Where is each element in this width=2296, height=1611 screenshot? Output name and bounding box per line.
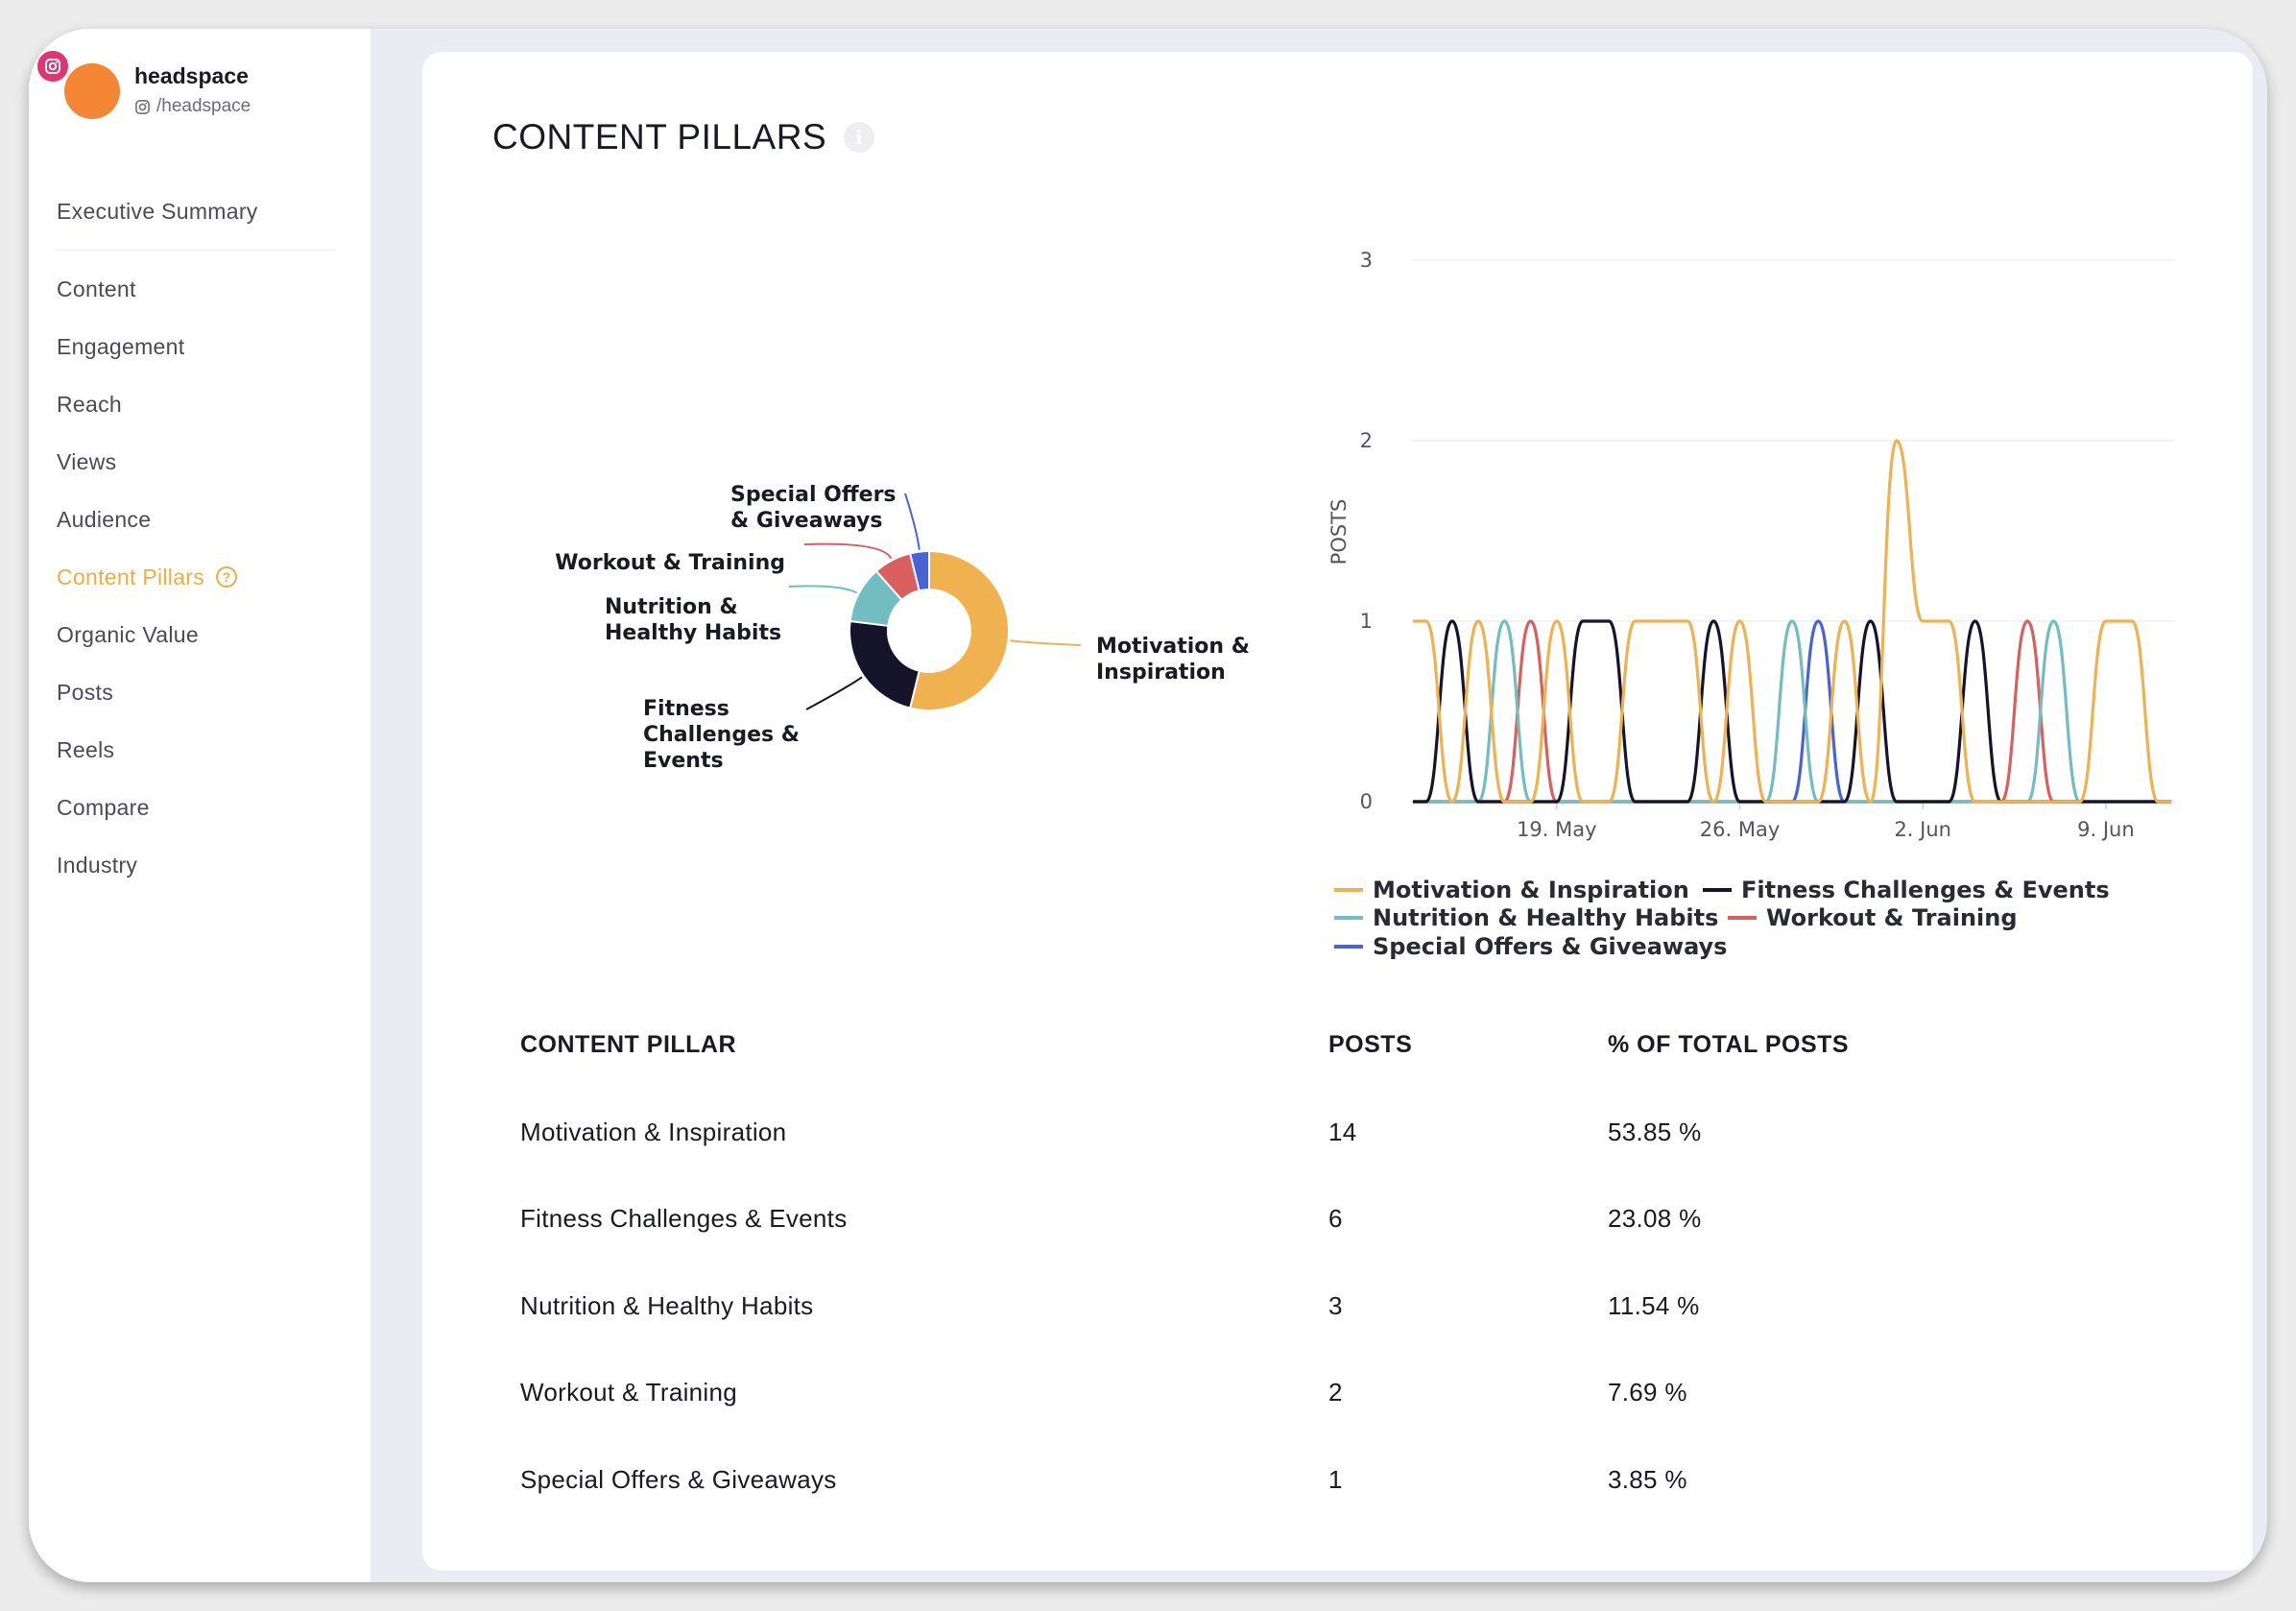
donut-label-line: Inspiration bbox=[1096, 661, 1226, 685]
cell-percent: 23.08 % bbox=[1608, 1204, 1702, 1233]
sidebar: headspace /headspace Executive Summary C… bbox=[29, 29, 371, 1582]
legend-item-special[interactable]: Special Offers & Giveaways bbox=[1373, 933, 1727, 960]
nav-executive-summary[interactable]: Executive Summary bbox=[57, 198, 258, 224]
donut-label-line: Workout & Training bbox=[555, 551, 785, 575]
table-header-percent[interactable]: % OF TOTAL POSTS bbox=[1608, 1031, 1850, 1058]
cell-percent: 7.69 % bbox=[1608, 1378, 1687, 1407]
section-title: CONTENT PILLARS i bbox=[492, 117, 875, 157]
charts-area: Motivation & Inspiration Fitness Challenges… bbox=[555, 249, 2174, 960]
profile-avatar-wrap[interactable] bbox=[35, 48, 131, 144]
cell-percent: 53.85 % bbox=[1608, 1118, 1702, 1146]
donut-connector-motivation bbox=[1010, 639, 1082, 646]
nav-content-pillars[interactable]: Content Pillars ? bbox=[57, 548, 345, 606]
nav-compare[interactable]: Compare bbox=[57, 794, 150, 820]
nav-engagement[interactable]: Engagement bbox=[57, 333, 185, 359]
nav-reels[interactable]: Reels bbox=[57, 736, 115, 762]
donut-label-line: Challenges & bbox=[643, 723, 800, 747]
cell-pillar: Motivation & Inspiration bbox=[520, 1118, 787, 1146]
info-icon[interactable]: i bbox=[844, 122, 875, 153]
cell-pillar: Fitness Challenges & Events bbox=[520, 1204, 848, 1233]
section-title-text: CONTENT PILLARS bbox=[492, 117, 827, 156]
y-tick-label: 0 bbox=[1360, 790, 1373, 813]
y-tick-label: 3 bbox=[1360, 249, 1373, 272]
x-tick-label: 2. Jun bbox=[1894, 818, 1951, 841]
nav-audience[interactable]: Audience bbox=[57, 506, 152, 532]
donut-slice-fitness[interactable] bbox=[849, 619, 921, 709]
x-tick-label: 26. May bbox=[1700, 818, 1781, 841]
donut-label-special: Special Offers & Giveaways bbox=[730, 483, 897, 533]
x-tick-label: 9. Jun bbox=[2077, 818, 2135, 841]
table-row: Motivation & Inspiration 14 53.85 % bbox=[520, 1118, 2152, 1166]
donut-label-fitness: Fitness Challenges & Events bbox=[643, 697, 800, 773]
line-chart: 0 1 2 3 19. May 26. May 2. Jun 9. Jun POSTS bbox=[1327, 249, 2174, 841]
nav-industry[interactable]: Industry bbox=[57, 852, 138, 878]
instagram-icon bbox=[35, 48, 71, 84]
donut-label-workout: Workout & Training bbox=[555, 551, 785, 575]
donut-label-line: Special Offers bbox=[730, 483, 897, 507]
x-tick-label: 19. May bbox=[1517, 818, 1597, 841]
table-row: Fitness Challenges & Events 6 23.08 % bbox=[520, 1204, 2152, 1252]
cell-posts: 1 bbox=[1328, 1465, 1343, 1494]
cell-pillar: Special Offers & Giveaways bbox=[520, 1465, 837, 1494]
cell-pillar: Workout & Training bbox=[520, 1378, 738, 1407]
instagram-small-icon bbox=[135, 99, 150, 114]
donut-label-motivation: Motivation & Inspiration bbox=[1096, 635, 1250, 685]
y-tick-label: 2 bbox=[1360, 429, 1373, 452]
series-line-motivation[interactable] bbox=[1413, 439, 2171, 804]
donut-connector-fitness bbox=[805, 676, 863, 710]
legend-item-motivation[interactable]: Motivation & Inspiration bbox=[1373, 877, 1689, 903]
nav-divider bbox=[57, 250, 335, 251]
donut-connector-workout bbox=[803, 542, 893, 560]
table-row: Workout & Training 2 7.69 % bbox=[520, 1378, 2152, 1426]
donut-labels: Motivation & Inspiration Fitness Challenges… bbox=[555, 483, 1250, 773]
legend-item-workout[interactable]: Workout & Training bbox=[1766, 904, 2018, 931]
y-axis-label: POSTS bbox=[1327, 499, 1351, 565]
nav-content-pillars-label: Content Pillars bbox=[57, 564, 205, 589]
nav-content[interactable]: Content bbox=[57, 276, 136, 301]
sidebar-nav: Executive Summary Content Engagement Rea… bbox=[57, 182, 345, 894]
donut-connector-special bbox=[904, 493, 921, 550]
profile-handle-text: /headspace bbox=[156, 96, 251, 116]
nav-reach[interactable]: Reach bbox=[57, 391, 122, 417]
cell-percent: 3.85 % bbox=[1608, 1465, 1687, 1494]
cell-posts: 3 bbox=[1328, 1291, 1343, 1320]
cell-percent: 11.54 % bbox=[1608, 1291, 1700, 1320]
cell-posts: 2 bbox=[1328, 1378, 1343, 1407]
cell-posts: 6 bbox=[1328, 1204, 1343, 1233]
avatar[interactable] bbox=[64, 63, 120, 119]
donut-slice-motivation[interactable] bbox=[908, 549, 1010, 711]
nav-organic-value[interactable]: Organic Value bbox=[57, 621, 199, 647]
donut-slice-special[interactable] bbox=[908, 549, 930, 592]
series-line-special[interactable] bbox=[1413, 619, 2171, 804]
donut-chart bbox=[849, 549, 1010, 711]
donut-label-line: Nutrition & bbox=[605, 595, 738, 619]
donut-label-nutrition: Nutrition & Healthy Habits bbox=[605, 595, 781, 645]
donut-label-line: Healthy Habits bbox=[605, 621, 781, 645]
content-panel: CONTENT PILLARS i Motivation & Inspiratio… bbox=[422, 52, 2253, 1571]
donut-label-line: Fitness bbox=[643, 697, 729, 721]
table-row: Nutrition & Healthy Habits 3 11.54 % bbox=[520, 1291, 2152, 1339]
nav-posts[interactable]: Posts bbox=[57, 679, 114, 705]
donut-label-line: Motivation & bbox=[1096, 635, 1250, 659]
table-header-posts[interactable]: POSTS bbox=[1328, 1031, 1413, 1058]
chart-legend: Motivation & Inspiration Fitness Challeng… bbox=[1334, 877, 2110, 960]
donut-connector-nutrition bbox=[788, 585, 858, 594]
series-line-nutrition[interactable] bbox=[1413, 619, 2171, 804]
legend-item-fitness[interactable]: Fitness Challenges & Events bbox=[1741, 877, 2110, 903]
profile-handle: /headspace bbox=[134, 96, 251, 117]
question-circle-icon[interactable]: ? bbox=[216, 566, 238, 588]
legend-item-nutrition[interactable]: Nutrition & Healthy Habits bbox=[1373, 904, 1718, 931]
series-line-fitness[interactable] bbox=[1413, 619, 2171, 804]
cell-pillar: Nutrition & Healthy Habits bbox=[520, 1291, 814, 1320]
series-line-workout[interactable] bbox=[1413, 619, 2171, 804]
app-frame: headspace /headspace Executive Summary C… bbox=[29, 29, 2267, 1582]
donut-label-line: Events bbox=[643, 749, 724, 773]
donut-label-line: & Giveaways bbox=[730, 509, 882, 533]
cell-posts: 14 bbox=[1328, 1118, 1357, 1146]
y-tick-label: 1 bbox=[1360, 610, 1373, 633]
profile-name: headspace bbox=[134, 63, 249, 88]
table-header-pillar[interactable]: CONTENT PILLAR bbox=[520, 1031, 737, 1058]
nav-views[interactable]: Views bbox=[57, 448, 117, 474]
table-row: Special Offers & Giveaways 1 3.85 % bbox=[520, 1465, 2152, 1513]
